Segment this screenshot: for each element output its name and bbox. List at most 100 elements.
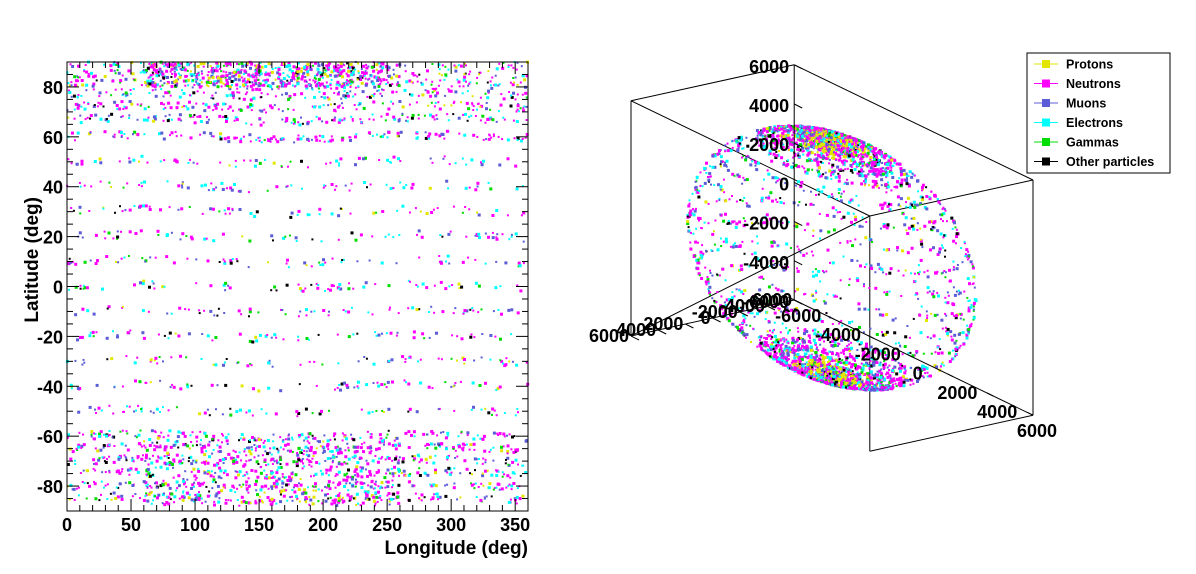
data-point: [386, 433, 389, 436]
data-point: [392, 73, 395, 76]
data-point: [72, 209, 75, 212]
data-point: [107, 231, 111, 235]
data-point: [239, 70, 243, 74]
data-point: [377, 333, 381, 337]
data-point: [337, 496, 341, 500]
data-point: [254, 499, 257, 502]
data-point: [346, 82, 348, 85]
data-point: [224, 457, 227, 460]
data-point: [439, 280, 443, 284]
data-point: [369, 445, 372, 448]
data-point: [372, 100, 376, 104]
data-point: [210, 182, 213, 185]
y-tick-label: -60: [37, 427, 63, 447]
data-point: [387, 74, 391, 78]
data-point: [267, 62, 271, 65]
data-point: [179, 354, 182, 358]
data-point: [517, 261, 521, 265]
data-point: [315, 115, 318, 118]
data-point: [280, 308, 282, 311]
data-point: [216, 79, 220, 83]
data-point: [257, 84, 261, 88]
data-point: [115, 261, 117, 263]
data-point: [112, 412, 115, 415]
data-point: [496, 387, 500, 391]
data-point: [337, 238, 340, 241]
data-point: [306, 498, 309, 500]
data-point: [128, 230, 132, 234]
data-point: [264, 72, 268, 76]
data-point: [484, 381, 487, 385]
data-point: [278, 72, 282, 76]
data-point: [243, 159, 246, 162]
data-point: [236, 470, 239, 473]
data-point: [291, 476, 294, 479]
data-point: [480, 356, 483, 359]
data-point: [412, 430, 416, 434]
data-point: [259, 488, 263, 492]
data-point: [318, 71, 322, 75]
data-point: [381, 456, 384, 459]
data-point: [522, 240, 525, 243]
data-point: [113, 133, 116, 136]
data-point: [147, 105, 150, 108]
data-point: [202, 102, 205, 105]
data-point: [376, 500, 379, 503]
sphere-point: [881, 356, 884, 359]
data-point: [297, 209, 301, 213]
data-point: [339, 72, 343, 76]
data-point: [379, 82, 382, 85]
data-point: [66, 433, 70, 437]
data-point: [403, 88, 407, 92]
data-point: [477, 311, 480, 314]
data-point: [459, 472, 462, 475]
data-point: [428, 132, 432, 136]
sphere-point: [899, 382, 903, 386]
data-point: [381, 88, 383, 91]
data-point: [335, 465, 338, 468]
sphere-point: [897, 341, 900, 344]
data-point: [242, 83, 245, 87]
data-point: [295, 464, 299, 468]
data-point: [519, 474, 522, 477]
data-point: [376, 89, 379, 92]
sphere-point: [886, 366, 889, 369]
sphere-point: [902, 380, 906, 384]
data-point: [238, 439, 240, 442]
sphere-point: [765, 351, 768, 354]
data-point: [232, 97, 235, 100]
data-point: [360, 121, 363, 124]
data-point: [257, 66, 260, 69]
data-point: [413, 457, 417, 461]
sphere-point: [874, 361, 878, 364]
box-edge: [630, 64, 795, 102]
data-point: [289, 160, 292, 163]
data-point: [171, 72, 174, 75]
data-point: [104, 484, 107, 487]
data-point: [335, 448, 339, 452]
data-point: [357, 85, 360, 88]
data-point: [144, 80, 147, 84]
data-point: [236, 136, 238, 139]
data-point: [236, 499, 239, 501]
data-point: [315, 447, 318, 450]
data-point: [248, 339, 252, 343]
sphere-point: [845, 374, 848, 377]
data-point: [325, 69, 328, 72]
data-point: [75, 79, 77, 82]
data-point: [323, 434, 326, 437]
sphere-point: [844, 362, 848, 366]
data-point: [214, 463, 218, 467]
data-point: [120, 497, 124, 501]
data-point: [489, 358, 492, 361]
data-point: [472, 309, 475, 312]
sphere-point: [829, 341, 832, 344]
data-point: [456, 498, 459, 501]
data-point: [303, 439, 306, 442]
data-point: [338, 461, 341, 464]
data-point: [229, 488, 233, 492]
data-point: [426, 442, 430, 446]
data-point: [476, 135, 479, 138]
data-point: [454, 65, 458, 69]
data-point: [512, 66, 515, 69]
